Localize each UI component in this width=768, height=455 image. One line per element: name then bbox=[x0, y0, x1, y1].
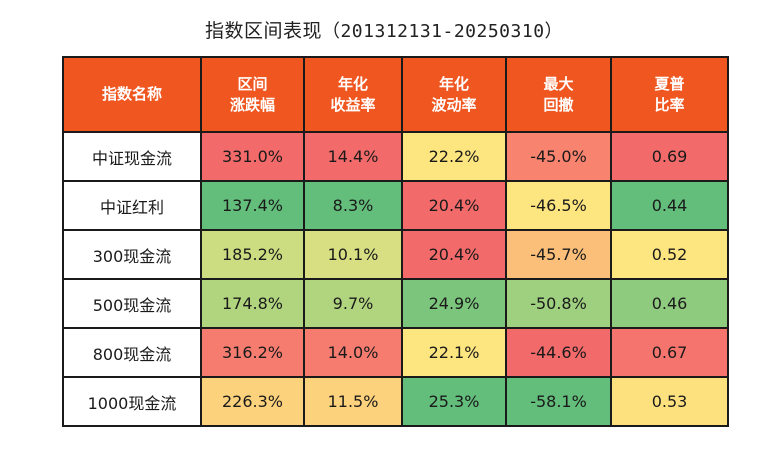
annual-return-cell: 10.1% bbox=[303, 229, 403, 280]
table-title: 指数区间表现（201312131-20250310） bbox=[0, 16, 768, 43]
max-drawdown-cell: -58.1% bbox=[505, 376, 612, 427]
period-change-cell: 137.4% bbox=[200, 180, 305, 231]
annual-return-cell: 8.3% bbox=[303, 180, 403, 231]
title-main: 指数区间表现 bbox=[204, 20, 322, 42]
annual-return-cell: 14.4% bbox=[303, 131, 403, 182]
max-drawdown-cell: -45.7% bbox=[505, 229, 612, 280]
table-row: 中证红利 137.4% 8.3% 20.4% -46.5% 0.44 bbox=[62, 180, 729, 231]
header-max-drawdown: 最大 回撤 bbox=[505, 56, 612, 133]
period-change-cell: 185.2% bbox=[200, 229, 305, 280]
max-drawdown-cell: -44.6% bbox=[505, 327, 612, 378]
max-drawdown-cell: -45.0% bbox=[505, 131, 612, 182]
title-date-range: （201312131-20250310） bbox=[321, 21, 564, 42]
table-row: 800现金流 316.2% 14.0% 22.1% -44.6% 0.67 bbox=[62, 327, 729, 378]
period-change-cell: 226.3% bbox=[200, 376, 305, 427]
annual-volatility-cell: 22.1% bbox=[401, 327, 507, 378]
header-row: 指数名称 区间 涨跌幅 年化 收益率 年化 波动率 最大 回撤 夏普 比率 bbox=[62, 56, 729, 133]
table-row: 1000现金流 226.3% 11.5% 25.3% -58.1% 0.53 bbox=[62, 376, 729, 427]
period-change-cell: 331.0% bbox=[200, 131, 305, 182]
sharpe-ratio-cell: 0.44 bbox=[610, 180, 729, 231]
index-performance-table: 指数名称 区间 涨跌幅 年化 收益率 年化 波动率 最大 回撤 夏普 比率 中证现金流 33… bbox=[62, 56, 729, 427]
period-change-cell: 174.8% bbox=[200, 278, 305, 329]
table-row: 300现金流 185.2% 10.1% 20.4% -45.7% 0.52 bbox=[62, 229, 729, 280]
annual-return-cell: 14.0% bbox=[303, 327, 403, 378]
sharpe-ratio-cell: 0.46 bbox=[610, 278, 729, 329]
sharpe-ratio-cell: 0.52 bbox=[610, 229, 729, 280]
index-name-cell: 800现金流 bbox=[62, 327, 202, 378]
header-period-change: 区间 涨跌幅 bbox=[200, 56, 305, 133]
table-row: 中证现金流 331.0% 14.4% 22.2% -45.0% 0.69 bbox=[62, 131, 729, 182]
index-name-cell: 中证红利 bbox=[62, 180, 202, 231]
table-row: 500现金流 174.8% 9.7% 24.9% -50.8% 0.46 bbox=[62, 278, 729, 329]
header-annual-return: 年化 收益率 bbox=[303, 56, 403, 133]
annual-return-cell: 9.7% bbox=[303, 278, 403, 329]
max-drawdown-cell: -46.5% bbox=[505, 180, 612, 231]
max-drawdown-cell: -50.8% bbox=[505, 278, 612, 329]
period-change-cell: 316.2% bbox=[200, 327, 305, 378]
header-index-name: 指数名称 bbox=[62, 56, 202, 133]
annual-volatility-cell: 20.4% bbox=[401, 180, 507, 231]
sharpe-ratio-cell: 0.67 bbox=[610, 327, 729, 378]
annual-volatility-cell: 25.3% bbox=[401, 376, 507, 427]
annual-volatility-cell: 24.9% bbox=[401, 278, 507, 329]
index-name-cell: 300现金流 bbox=[62, 229, 202, 280]
sharpe-ratio-cell: 0.53 bbox=[610, 376, 729, 427]
header-sharpe-ratio: 夏普 比率 bbox=[610, 56, 729, 133]
header-annual-volatility: 年化 波动率 bbox=[401, 56, 507, 133]
index-name-cell: 中证现金流 bbox=[62, 131, 202, 182]
sharpe-ratio-cell: 0.69 bbox=[610, 131, 729, 182]
annual-volatility-cell: 20.4% bbox=[401, 229, 507, 280]
annual-return-cell: 11.5% bbox=[303, 376, 403, 427]
annual-volatility-cell: 22.2% bbox=[401, 131, 507, 182]
index-name-cell: 1000现金流 bbox=[62, 376, 202, 427]
index-name-cell: 500现金流 bbox=[62, 278, 202, 329]
